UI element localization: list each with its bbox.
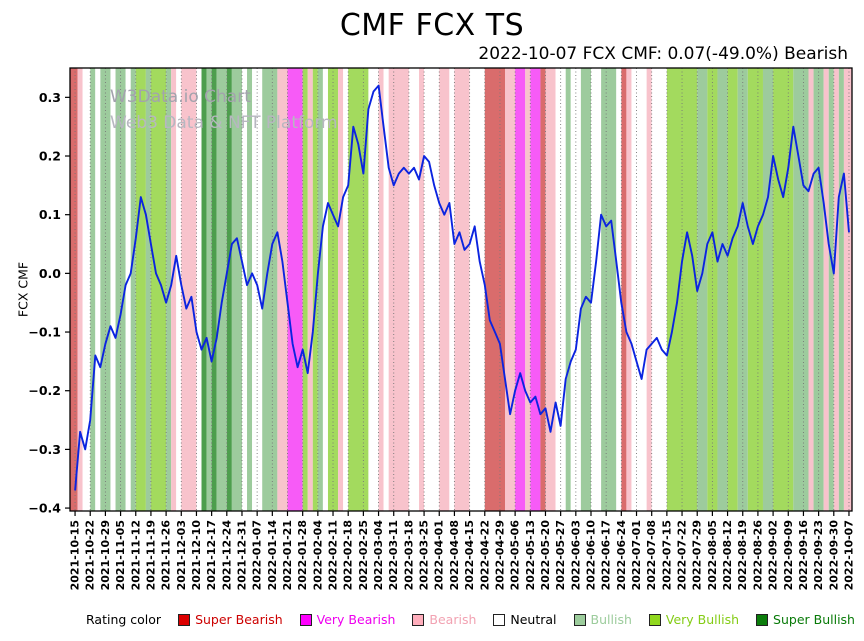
x-axis: 2021-10-15 2021-10-22 2021-10-29 2021-11-05… [69, 511, 855, 591]
svg-text:0.1: 0.1 [39, 207, 61, 222]
svg-text:2022-03-18: 2022-03-18 [402, 520, 415, 590]
svg-text:2021-11-19: 2021-11-19 [144, 520, 157, 590]
svg-text:2022-01-07: 2022-01-07 [251, 520, 264, 590]
svg-text:2022-09-09: 2022-09-09 [782, 520, 795, 590]
svg-text:−0.4: −0.4 [28, 501, 61, 516]
legend-swatch-super-bullish [756, 613, 769, 626]
svg-text:2021-11-05: 2021-11-05 [114, 520, 127, 590]
cmf-line [74, 84, 850, 491]
svg-text:2022-07-08: 2022-07-08 [645, 520, 658, 590]
legend-item-neutral: Neutral [493, 612, 557, 627]
svg-text:2022-09-02: 2022-09-02 [767, 520, 780, 590]
legend-swatch-very-bullish [648, 613, 661, 626]
svg-text:2022-05-13: 2022-05-13 [524, 520, 537, 590]
svg-text:2021-10-29: 2021-10-29 [99, 520, 112, 590]
svg-text:2022-08-12: 2022-08-12 [721, 520, 734, 590]
svg-text:2022-07-15: 2022-07-15 [660, 520, 673, 590]
legend-label-super-bullish: Super Bullish [773, 612, 855, 627]
svg-text:2022-03-11: 2022-03-11 [387, 520, 400, 590]
chart-title: CMF FCX TS [339, 8, 525, 43]
svg-text:2022-01-28: 2022-01-28 [296, 520, 309, 590]
y-axis: −0.4 −0.3 −0.2 −0.1 0.0 0.1 0.2 0.3 [28, 90, 70, 516]
legend-title: Rating color [86, 612, 162, 627]
svg-text:2021-11-26: 2021-11-26 [160, 520, 173, 591]
svg-text:2022-09-16: 2022-09-16 [797, 520, 810, 591]
svg-text:2021-12-17: 2021-12-17 [205, 520, 218, 590]
svg-text:2022-03-25: 2022-03-25 [418, 520, 431, 590]
legend-label-super-bearish: Super Bearish [195, 612, 283, 627]
plot-border [69, 67, 853, 512]
svg-text:2022-04-22: 2022-04-22 [478, 520, 491, 590]
legend-item-bearish: Bearish [412, 612, 476, 627]
svg-text:2022-04-01: 2022-04-01 [433, 520, 446, 590]
svg-text:2021-10-22: 2021-10-22 [84, 520, 97, 590]
svg-text:0.0: 0.0 [39, 266, 61, 281]
svg-text:−0.2: −0.2 [28, 383, 61, 398]
svg-text:2022-02-04: 2022-02-04 [311, 520, 324, 591]
svg-text:2022-03-04: 2022-03-04 [372, 520, 385, 591]
legend-swatch-neutral [493, 613, 506, 626]
svg-text:2021-12-03: 2021-12-03 [175, 520, 188, 590]
svg-text:2021-12-31: 2021-12-31 [235, 520, 248, 590]
svg-text:2021-10-15: 2021-10-15 [69, 520, 82, 590]
legend-swatch-very-bearish [299, 613, 312, 626]
svg-text:2022-07-01: 2022-07-01 [630, 520, 643, 590]
svg-text:2022-02-18: 2022-02-18 [342, 520, 355, 590]
y-axis-label: FCX CMF [15, 261, 31, 318]
gridlines [74, 68, 850, 511]
legend-swatch-bearish [412, 613, 425, 626]
svg-text:2022-04-29: 2022-04-29 [493, 520, 506, 590]
svg-text:2022-01-14: 2022-01-14 [266, 520, 279, 591]
watermark-line1: W3Data.io Chart [110, 87, 251, 107]
watermark-line2: Web3 Data & NFT Platform [110, 113, 338, 133]
svg-text:2022-08-05: 2022-08-05 [706, 520, 719, 590]
watermark: W3Data.io Chart Web3 Data & NFT Platform [110, 84, 338, 136]
svg-text:2022-04-15: 2022-04-15 [463, 520, 476, 590]
legend-label-neutral: Neutral [510, 612, 557, 627]
svg-text:0.2: 0.2 [39, 149, 61, 164]
rating-legend: Rating color Super Bearish Very Bearish Be… [86, 612, 855, 627]
legend-item-very-bearish: Very Bearish [299, 612, 396, 627]
legend-label-very-bearish: Very Bearish [316, 612, 396, 627]
svg-text:2022-06-17: 2022-06-17 [600, 520, 613, 590]
svg-text:2022-05-20: 2022-05-20 [539, 520, 552, 591]
svg-text:2022-02-25: 2022-02-25 [357, 520, 370, 590]
legend-label-bullish: Bullish [590, 612, 632, 627]
svg-text:2022-08-19: 2022-08-19 [736, 520, 749, 590]
legend-swatch-super-bearish [178, 613, 191, 626]
legend-label-very-bullish: Very Bullish [665, 612, 740, 627]
svg-text:2022-04-08: 2022-04-08 [448, 520, 461, 590]
svg-text:2021-11-12: 2021-11-12 [129, 520, 142, 590]
svg-text:2022-05-27: 2022-05-27 [554, 520, 567, 590]
svg-text:2022-07-22: 2022-07-22 [676, 520, 689, 590]
legend-item-very-bullish: Very Bullish [648, 612, 740, 627]
legend-item-bullish: Bullish [573, 612, 632, 627]
svg-text:−0.3: −0.3 [28, 442, 61, 457]
legend-item-super-bullish: Super Bullish [756, 612, 855, 627]
svg-text:2022-02-11: 2022-02-11 [327, 520, 340, 590]
svg-text:2021-12-10: 2021-12-10 [190, 520, 203, 591]
svg-text:2022-01-21: 2022-01-21 [281, 520, 294, 590]
legend-item-super-bearish: Super Bearish [178, 612, 283, 627]
legend-swatch-bullish [573, 613, 586, 626]
svg-text:0.3: 0.3 [39, 90, 61, 105]
svg-text:2022-06-03: 2022-06-03 [569, 520, 582, 590]
legend-items: Super Bearish Very Bearish Bearish Neutral B… [178, 612, 855, 627]
svg-text:2021-12-24: 2021-12-24 [220, 520, 233, 591]
svg-text:2022-09-30: 2022-09-30 [827, 520, 840, 591]
svg-text:2022-07-29: 2022-07-29 [691, 520, 704, 590]
svg-text:2022-09-23: 2022-09-23 [812, 520, 825, 590]
svg-text:2022-05-06: 2022-05-06 [509, 520, 522, 591]
legend-label-bearish: Bearish [429, 612, 477, 627]
svg-text:2022-10-07: 2022-10-07 [842, 520, 855, 590]
svg-text:2022-06-24: 2022-06-24 [615, 520, 628, 591]
svg-text:2022-08-26: 2022-08-26 [751, 520, 764, 591]
svg-text:−0.1: −0.1 [28, 325, 61, 340]
chart-subtitle: 2022-10-07 FCX CMF: 0.07(-49.0%) Bearish [478, 44, 848, 64]
svg-text:2022-06-10: 2022-06-10 [584, 520, 597, 591]
